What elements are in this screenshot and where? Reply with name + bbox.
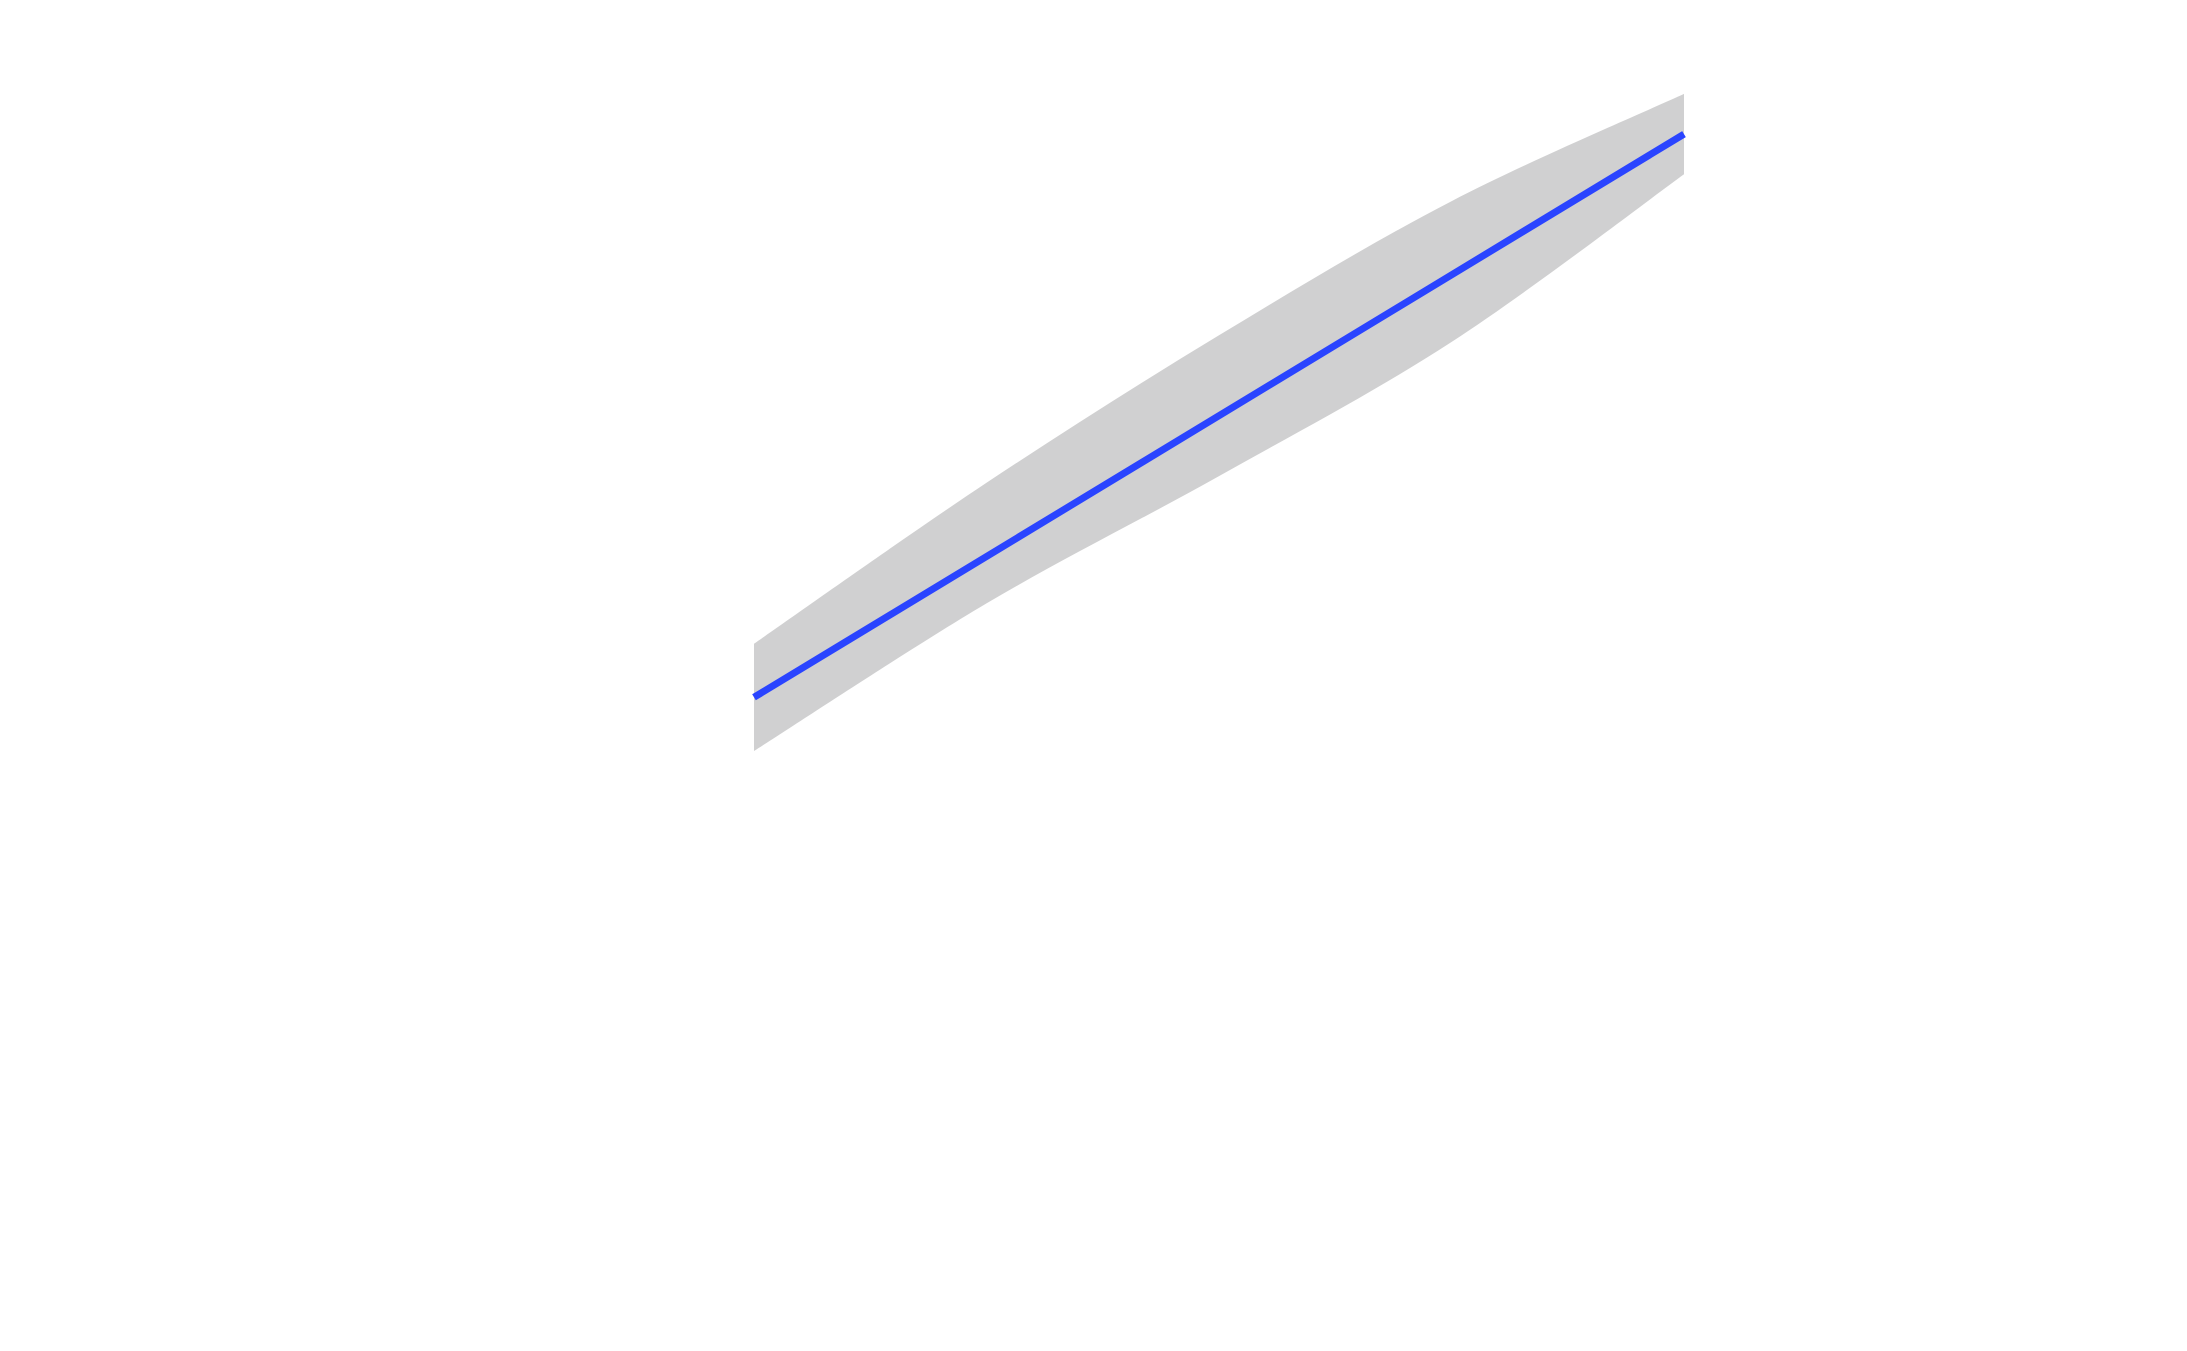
plot-layer [752,93,1686,751]
regression-line [752,131,1686,701]
confidence-band [754,93,1684,751]
